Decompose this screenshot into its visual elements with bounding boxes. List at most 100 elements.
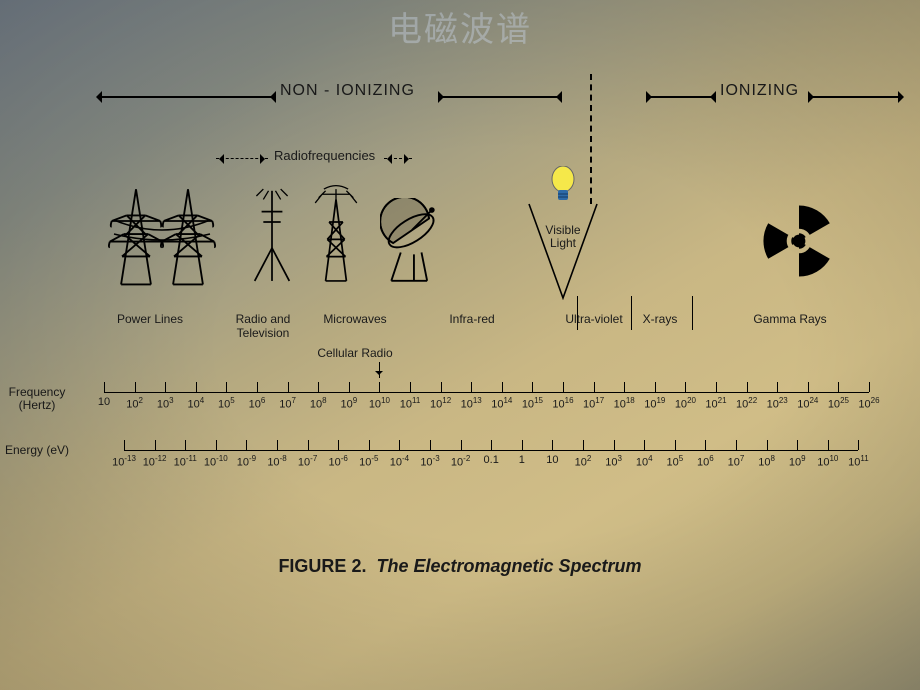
axis-tick-label: 104 [636, 454, 653, 469]
axis-tick [277, 440, 278, 450]
axis-tick [155, 440, 156, 450]
category-row: NON - IONIZING IONIZING [0, 82, 920, 112]
axis-tick-label: 1025 [828, 396, 849, 411]
radiation-icon [758, 200, 840, 282]
axis-tick-label: 10-4 [390, 454, 409, 469]
non-ionizing-arrow-right [440, 96, 560, 98]
band-label: Microwaves [310, 312, 400, 326]
axis-tick-label: 10-5 [359, 454, 378, 469]
axis-tick-label: 1018 [614, 396, 635, 411]
axis-tick [369, 440, 370, 450]
band-labels: Power Lines Radio andTelevision Microwaves… [0, 312, 920, 352]
band-label: Power Lines [95, 312, 205, 326]
axis-tick [552, 440, 553, 450]
axis-tick [614, 440, 615, 450]
axis-tick [216, 440, 217, 450]
axis-tick-label: 105 [218, 396, 235, 411]
axis-tick [808, 382, 809, 392]
axis-tick-label: 109 [340, 396, 357, 411]
axis-tick-label: 1020 [675, 396, 696, 411]
figure-title: The Electromagnetic Spectrum [376, 556, 641, 576]
axis-tick-label: 106 [249, 396, 266, 411]
non-ionizing-arrow [100, 96, 274, 98]
axis-tick-label: 1026 [858, 396, 879, 411]
axis-tick [522, 440, 523, 450]
axis-tick-label: 10-10 [204, 454, 228, 469]
axis-tick-label: 1011 [848, 454, 869, 469]
visible-light-cone [527, 202, 599, 300]
dish-antenna-icon [380, 198, 446, 290]
axis-tick [685, 382, 686, 392]
axis-tick [104, 382, 105, 392]
band-label: Radio andTelevision [223, 312, 303, 340]
axis-tick-label: 1010 [817, 454, 838, 469]
axis-tick-label: 108 [310, 396, 327, 411]
axis-tick [532, 382, 533, 392]
axis-tick [491, 440, 492, 450]
icon-row [0, 170, 920, 290]
axis-tick [705, 440, 706, 450]
axis-tick-label: 1015 [522, 396, 543, 411]
axis-tick-label: 103 [605, 454, 622, 469]
axis-tick [226, 382, 227, 392]
ionizing-arrow-left [648, 96, 714, 98]
axis-tick-label: 107 [279, 396, 296, 411]
rf-arrow-left [216, 158, 268, 160]
axis-tick [797, 440, 798, 450]
axis-tick-label: 1011 [400, 396, 421, 411]
frequency-axis-label: Frequency(Hertz) [2, 386, 72, 412]
axis-tick [563, 382, 564, 392]
antenna-tower-icon [310, 180, 362, 290]
axis-tick [471, 382, 472, 392]
axis-tick [461, 440, 462, 450]
axis-tick-label: 1013 [461, 396, 482, 411]
axis-tick [135, 382, 136, 392]
band-label: Ultra-violet [559, 312, 629, 326]
axis-tick [828, 440, 829, 450]
watermark-text: 电磁波谱 [0, 2, 920, 51]
axis-tick-label: 105 [666, 454, 683, 469]
axis-tick-label: 10-7 [298, 454, 317, 469]
axis-tick [124, 440, 125, 450]
axis-tick [675, 440, 676, 450]
axis-tick [747, 382, 748, 392]
axis-tick [716, 382, 717, 392]
axis-tick-label: 10-12 [143, 454, 167, 469]
axis-tick [624, 382, 625, 392]
axis-tick-label: 1012 [430, 396, 451, 411]
axis-tick [318, 382, 319, 392]
axis-tick-label: 104 [187, 396, 204, 411]
axis-tick [308, 440, 309, 450]
figure-caption: FIGURE 2. The Electromagnetic Spectrum [0, 556, 920, 577]
axis-tick-label: 10-9 [237, 454, 256, 469]
axis-tick-label: 102 [126, 396, 143, 411]
axis-tick [349, 382, 350, 392]
axis-tick-label: 1 [519, 454, 525, 466]
axis-tick [736, 440, 737, 450]
axis-tick [594, 382, 595, 392]
axis-tick [288, 382, 289, 392]
axis-tick [246, 440, 247, 450]
axis-tick-label: 102 [575, 454, 592, 469]
axis-tick [583, 440, 584, 450]
axis-tick [858, 440, 859, 450]
band-label: X-rays [630, 312, 690, 326]
antenna-tripod-icon [246, 180, 298, 290]
cellular-radio-label: Cellular Radio [305, 346, 405, 360]
axis-tick-label: 10-13 [112, 454, 136, 469]
axis-tick-label: 1019 [644, 396, 665, 411]
axis-tick-label: 108 [758, 454, 775, 469]
frequency-axis-line [104, 392, 869, 393]
axis-tick-label: 109 [789, 454, 806, 469]
axis-tick-label: 10-6 [329, 454, 348, 469]
axis-tick [838, 382, 839, 392]
axis-tick-label: 1022 [736, 396, 757, 411]
axis-tick-label: 10-2 [451, 454, 470, 469]
axis-tick-label: 1024 [797, 396, 818, 411]
axis-tick-label: 106 [697, 454, 714, 469]
energy-axis-line [124, 450, 858, 451]
axis-tick [338, 440, 339, 450]
band-label: Infra-red [432, 312, 512, 326]
axis-tick-label: 0.1 [484, 454, 499, 466]
axis-tick-label: 1023 [767, 396, 788, 411]
